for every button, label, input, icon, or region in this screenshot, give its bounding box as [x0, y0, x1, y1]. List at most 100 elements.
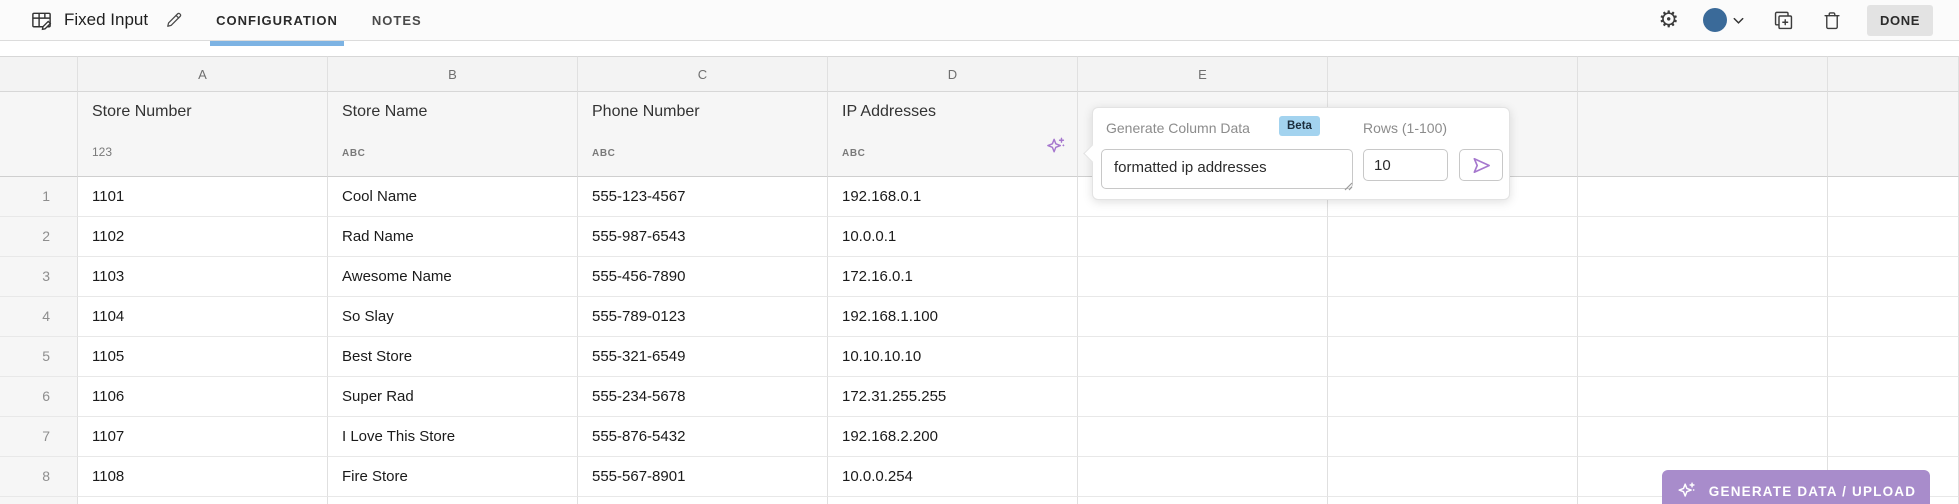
cell-H6[interactable]: [1828, 377, 1959, 417]
cell-A5[interactable]: 1105: [78, 337, 328, 377]
cell-C8[interactable]: 555-567-8901: [578, 457, 828, 497]
column-letter-C[interactable]: C: [578, 56, 828, 92]
cell-E7[interactable]: [1078, 417, 1328, 457]
row-number[interactable]: 3: [0, 257, 78, 297]
cell-E4[interactable]: [1078, 297, 1328, 337]
cell-D2[interactable]: 10.0.0.1: [828, 217, 1078, 257]
cell-F8[interactable]: [1328, 457, 1578, 497]
column-letter-E[interactable]: E: [1078, 56, 1328, 92]
column-letter-empty[interactable]: [1828, 56, 1959, 92]
column-header-A[interactable]: Store Number 123: [78, 92, 328, 177]
done-button[interactable]: DONE: [1867, 4, 1933, 36]
cell-E3[interactable]: [1078, 257, 1328, 297]
cell-F3[interactable]: [1328, 257, 1578, 297]
prompt-input[interactable]: formatted ip addresses: [1101, 149, 1353, 189]
cell-C3[interactable]: 555-456-7890: [578, 257, 828, 297]
cell-G6[interactable]: [1578, 377, 1828, 417]
row-number[interactable]: 4: [0, 297, 78, 337]
cell-C2[interactable]: 555-987-6543: [578, 217, 828, 257]
cell-D7[interactable]: 192.168.2.200: [828, 417, 1078, 457]
cell-H7[interactable]: [1828, 417, 1959, 457]
row-number[interactable]: 8: [0, 457, 78, 497]
cell-C4[interactable]: 555-789-0123: [578, 297, 828, 337]
cell-D4[interactable]: 192.168.1.100: [828, 297, 1078, 337]
cell-empty[interactable]: [578, 497, 828, 504]
cell-A6[interactable]: 1106: [78, 377, 328, 417]
cell-F6[interactable]: [1328, 377, 1578, 417]
cell-H5[interactable]: [1828, 337, 1959, 377]
row-number[interactable]: 7: [0, 417, 78, 457]
settings-gear-icon[interactable]: ⚙: [1658, 6, 1680, 33]
cell-F5[interactable]: [1328, 337, 1578, 377]
cell-C7[interactable]: 555-876-5432: [578, 417, 828, 457]
column-header-D[interactable]: IP Addresses ABC: [828, 92, 1078, 177]
cell-E8[interactable]: [1078, 457, 1328, 497]
cell-B1[interactable]: Cool Name: [328, 177, 578, 217]
cell-G2[interactable]: [1578, 217, 1828, 257]
cell-A7[interactable]: 1107: [78, 417, 328, 457]
rows-count-input[interactable]: [1363, 149, 1448, 181]
table-edit-icon[interactable]: [30, 9, 53, 32]
cell-B8[interactable]: Fire Store: [328, 457, 578, 497]
cell-G4[interactable]: [1578, 297, 1828, 337]
cell-D8[interactable]: 10.0.0.254: [828, 457, 1078, 497]
cell-H1[interactable]: [1828, 177, 1959, 217]
cell-C5[interactable]: 555-321-6549: [578, 337, 828, 377]
ai-sparkle-icon[interactable]: [1045, 135, 1068, 163]
column-letter-B[interactable]: B: [328, 56, 578, 92]
tab-notes[interactable]: NOTES: [371, 12, 422, 28]
account-menu[interactable]: [1703, 8, 1746, 32]
cell-D3[interactable]: 172.16.0.1: [828, 257, 1078, 297]
column-header-B[interactable]: Store Name ABC: [328, 92, 578, 177]
tab-configuration[interactable]: CONFIGURATION: [210, 1, 344, 46]
cell-F2[interactable]: [1328, 217, 1578, 257]
cell-E5[interactable]: [1078, 337, 1328, 377]
cell-A4[interactable]: 1104: [78, 297, 328, 337]
cell-A3[interactable]: 1103: [78, 257, 328, 297]
cell-empty[interactable]: [1328, 497, 1578, 504]
cell-G3[interactable]: [1578, 257, 1828, 297]
cell-E6[interactable]: [1078, 377, 1328, 417]
cell-H3[interactable]: [1828, 257, 1959, 297]
trash-icon[interactable]: [1821, 9, 1843, 32]
cell-B4[interactable]: So Slay: [328, 297, 578, 337]
cell-H4[interactable]: [1828, 297, 1959, 337]
cell-D5[interactable]: 10.10.10.10: [828, 337, 1078, 377]
cell-G1[interactable]: [1578, 177, 1828, 217]
cell-G7[interactable]: [1578, 417, 1828, 457]
column-header-empty[interactable]: [1578, 92, 1828, 177]
cell-G5[interactable]: [1578, 337, 1828, 377]
cell-B2[interactable]: Rad Name: [328, 217, 578, 257]
cell-empty[interactable]: [78, 497, 328, 504]
cell-A2[interactable]: 1102: [78, 217, 328, 257]
column-letter-empty[interactable]: [1328, 56, 1578, 92]
row-number[interactable]: 6: [0, 377, 78, 417]
cell-D6[interactable]: 172.31.255.255: [828, 377, 1078, 417]
cell-E2[interactable]: [1078, 217, 1328, 257]
column-letter-empty[interactable]: [1578, 56, 1828, 92]
row-number[interactable]: [0, 497, 78, 504]
cell-C1[interactable]: 555-123-4567: [578, 177, 828, 217]
column-letter-D[interactable]: D: [828, 56, 1078, 92]
row-number[interactable]: 2: [0, 217, 78, 257]
cell-A8[interactable]: 1108: [78, 457, 328, 497]
cell-F4[interactable]: [1328, 297, 1578, 337]
cell-empty[interactable]: [1078, 497, 1328, 504]
cell-B5[interactable]: Best Store: [328, 337, 578, 377]
cell-A1[interactable]: 1101: [78, 177, 328, 217]
generate-data-upload-button[interactable]: GENERATE DATA / UPLOAD: [1662, 470, 1930, 504]
row-number[interactable]: 1: [0, 177, 78, 217]
row-number[interactable]: 5: [0, 337, 78, 377]
cell-D1[interactable]: 192.168.0.1: [828, 177, 1078, 217]
column-letter-A[interactable]: A: [78, 56, 328, 92]
send-button[interactable]: [1459, 149, 1503, 181]
cell-F7[interactable]: [1328, 417, 1578, 457]
column-header-C[interactable]: Phone Number ABC: [578, 92, 828, 177]
cell-empty[interactable]: [828, 497, 1078, 504]
edit-title-pencil-icon[interactable]: [164, 10, 184, 30]
cell-C6[interactable]: 555-234-5678: [578, 377, 828, 417]
cell-B6[interactable]: Super Rad: [328, 377, 578, 417]
cell-B3[interactable]: Awesome Name: [328, 257, 578, 297]
cell-H2[interactable]: [1828, 217, 1959, 257]
cell-B7[interactable]: I Love This Store: [328, 417, 578, 457]
